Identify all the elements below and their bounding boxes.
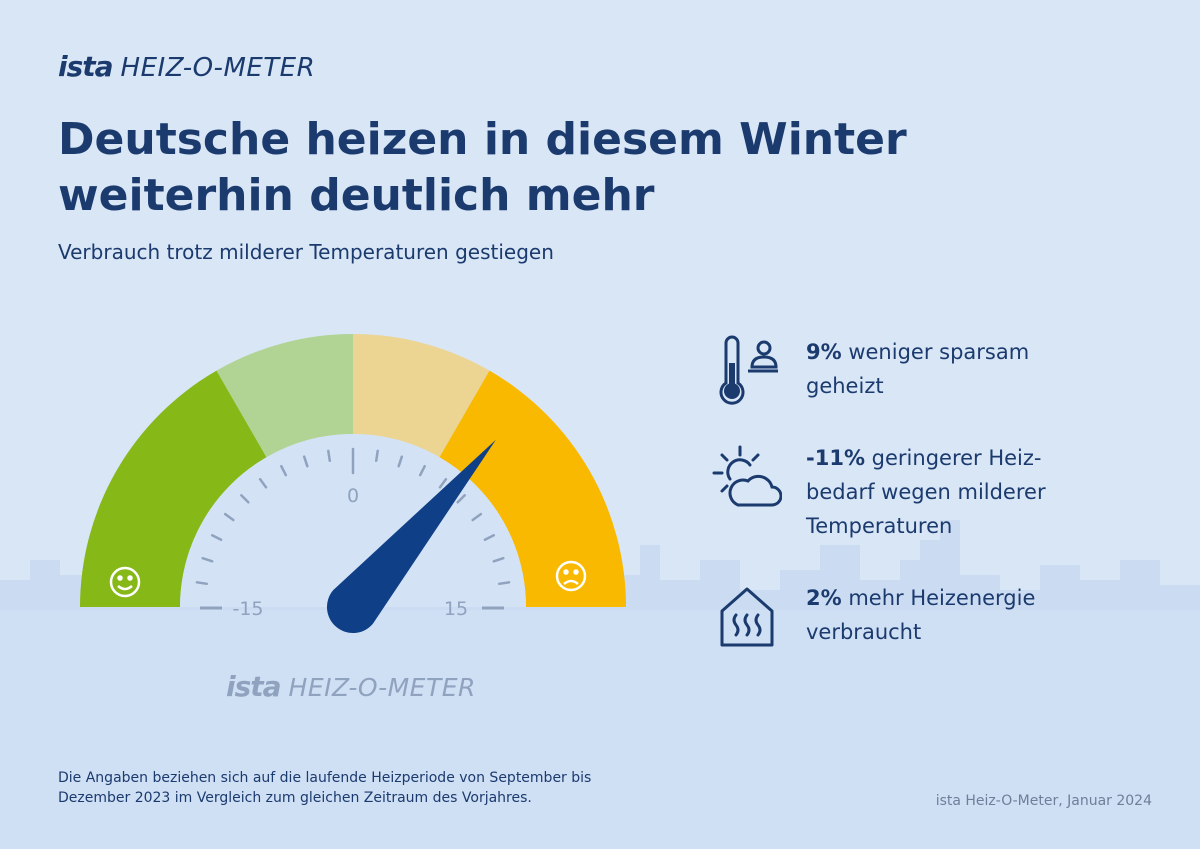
sun-cloud-icon (712, 445, 782, 507)
gauge-needle (326, 439, 496, 634)
gauge-tick (438, 477, 448, 489)
fact-text-heizenergie: 2% mehr Heizenergie verbraucht (806, 581, 1076, 651)
gauge-tick (327, 449, 332, 463)
gauge-tick (195, 581, 209, 586)
gauge-tick (471, 512, 483, 522)
title-line-2: weiterhin deutlich mehr (58, 170, 655, 221)
fact-value-sparsam: 9% (806, 340, 842, 364)
gauge-tick (483, 534, 496, 542)
fact-text-heizbedarf: -11% geringerer Heiz-bedarf wegen milder… (806, 441, 1076, 543)
heiz-o-meter-wordmark: HEIZ-O-METER (120, 53, 316, 83)
gauge-segment-green (80, 370, 267, 607)
gauge-ista-logo: ista (226, 670, 282, 703)
gauge-tick (374, 449, 379, 463)
gauge-tick (210, 534, 223, 542)
thermometer-person-icon (719, 335, 778, 405)
fact-item-heizbedarf: -11% geringerer Heiz-bedarf wegen milder… (712, 441, 1076, 543)
fact-desc-heizbedarf: geringerer Heiz-bedarf wegen milderer Te… (806, 446, 1046, 538)
gauge-tick (223, 512, 235, 522)
page-subtitle: Verbrauch trotz milderer Temperaturen ge… (58, 240, 554, 264)
fact-desc-heizenergie: mehr Heizenergie verbraucht (806, 586, 1036, 644)
fact-value-heizenergie: 2% (806, 586, 842, 610)
gauge-tick (418, 464, 426, 477)
gauge-tick (280, 464, 288, 477)
tick-label-minus-15: -15 (232, 598, 263, 620)
source-credit: ista Heiz-O-Meter, Januar 2024 (935, 793, 1152, 809)
gauge-segment-orange (439, 370, 626, 607)
footnote: Die Angaben beziehen sich auf die laufen… (58, 770, 592, 806)
fact-text-sparsam: 9% weniger sparsam geheizt (806, 335, 1076, 405)
fact-item-heizenergie: 2% mehr Heizenergie verbraucht (712, 581, 1076, 651)
gauge-tick (201, 556, 214, 563)
gauge-tick (302, 455, 309, 468)
gauge-heiz-o-meter-wordmark: HEIZ-O-METER (288, 673, 476, 702)
gauge-tick (240, 494, 250, 504)
fact-item-sparsam: 9% weniger sparsam geheizt (712, 335, 1076, 405)
gauge-dial-face (180, 434, 526, 607)
gauge-tick (258, 477, 268, 489)
house-heating-icon (720, 587, 774, 647)
gauge-ticks (195, 447, 511, 586)
smiley-happy-icon (109, 566, 141, 598)
gauge-segment-light-green (216, 334, 353, 458)
tick-label-0: 0 (347, 485, 359, 507)
gauge-logo: ista HEIZ-O-METER (226, 670, 476, 703)
header-logo: ista HEIZ-O-METER (58, 50, 315, 83)
gauge-segment-light-yellow (353, 334, 490, 458)
fact-value-heizbedarf: -11% (806, 446, 865, 470)
smiley-sad-icon (555, 560, 587, 592)
gauge-tick (397, 455, 404, 468)
fact-desc-sparsam: weniger sparsam geheizt (806, 340, 1030, 398)
gauge-tick (456, 494, 466, 504)
page-title: Deutsche heizen in diesem Winter weiterh… (58, 112, 1058, 224)
gauge-tick (497, 581, 511, 586)
tick-label-15: 15 (444, 598, 468, 620)
ista-logo: ista (58, 50, 114, 83)
gauge-tick (492, 556, 505, 563)
title-line-1: Deutsche heizen in diesem Winter (58, 114, 907, 165)
